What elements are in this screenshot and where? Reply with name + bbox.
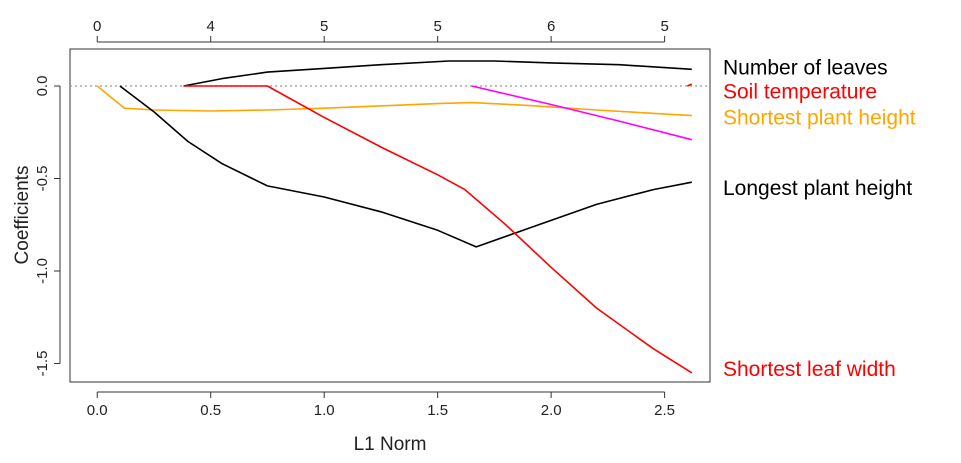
x-tick-label: 1.0	[314, 402, 335, 419]
y-tick-label: -0.5	[34, 166, 51, 192]
top-tick-label: 0	[93, 18, 101, 35]
x-tick-label: 0.0	[87, 402, 108, 419]
series-layer	[96, 60, 693, 374]
x-tick-label: 2.5	[654, 402, 675, 419]
x-tick-label: 1.5	[427, 402, 448, 419]
top-x-axis: 0 4 5 5 6 5	[93, 18, 669, 43]
x-tick-label: 2.0	[541, 402, 562, 419]
left-y-axis: 0.0 -0.5 -1.0 -1.5	[34, 76, 61, 377]
series-line-longest-plant-height-3	[119, 85, 692, 248]
series-line-shortest-plant-height-2	[96, 85, 692, 117]
top-tick-label: 4	[207, 18, 215, 35]
y-axis-title: Coefficients	[12, 166, 33, 265]
series-line-shortest-leaf-width-4	[183, 85, 693, 374]
top-tick-label: 5	[660, 18, 668, 35]
legend-label: Longest plant height	[723, 177, 912, 200]
top-tick-label: 5	[320, 18, 328, 35]
legend-label: Shortest leaf width	[723, 358, 896, 381]
x-axis-title: L1 Norm	[354, 434, 427, 455]
y-tick-label: -1.0	[34, 258, 51, 284]
plot-frame	[69, 48, 711, 383]
x-tick-label: 0.5	[200, 402, 221, 419]
series-line-number-of-leaves-0	[183, 60, 692, 87]
top-tick-label: 6	[547, 18, 555, 35]
y-tick-label: -1.5	[34, 351, 51, 377]
legend-label: Number of leaves	[723, 57, 888, 80]
series-line-soil-temperature-1	[686, 83, 693, 87]
top-tick-label: 5	[433, 18, 441, 35]
bottom-x-axis: 0.0 0.5 1.0 1.5 2.0 2.5	[87, 391, 675, 419]
y-tick-label: 0.0	[34, 76, 51, 97]
legend-label: Shortest plant height	[723, 106, 916, 129]
legend-label: Soil temperature	[723, 81, 877, 104]
series-line-unlabeled-5	[471, 85, 692, 141]
